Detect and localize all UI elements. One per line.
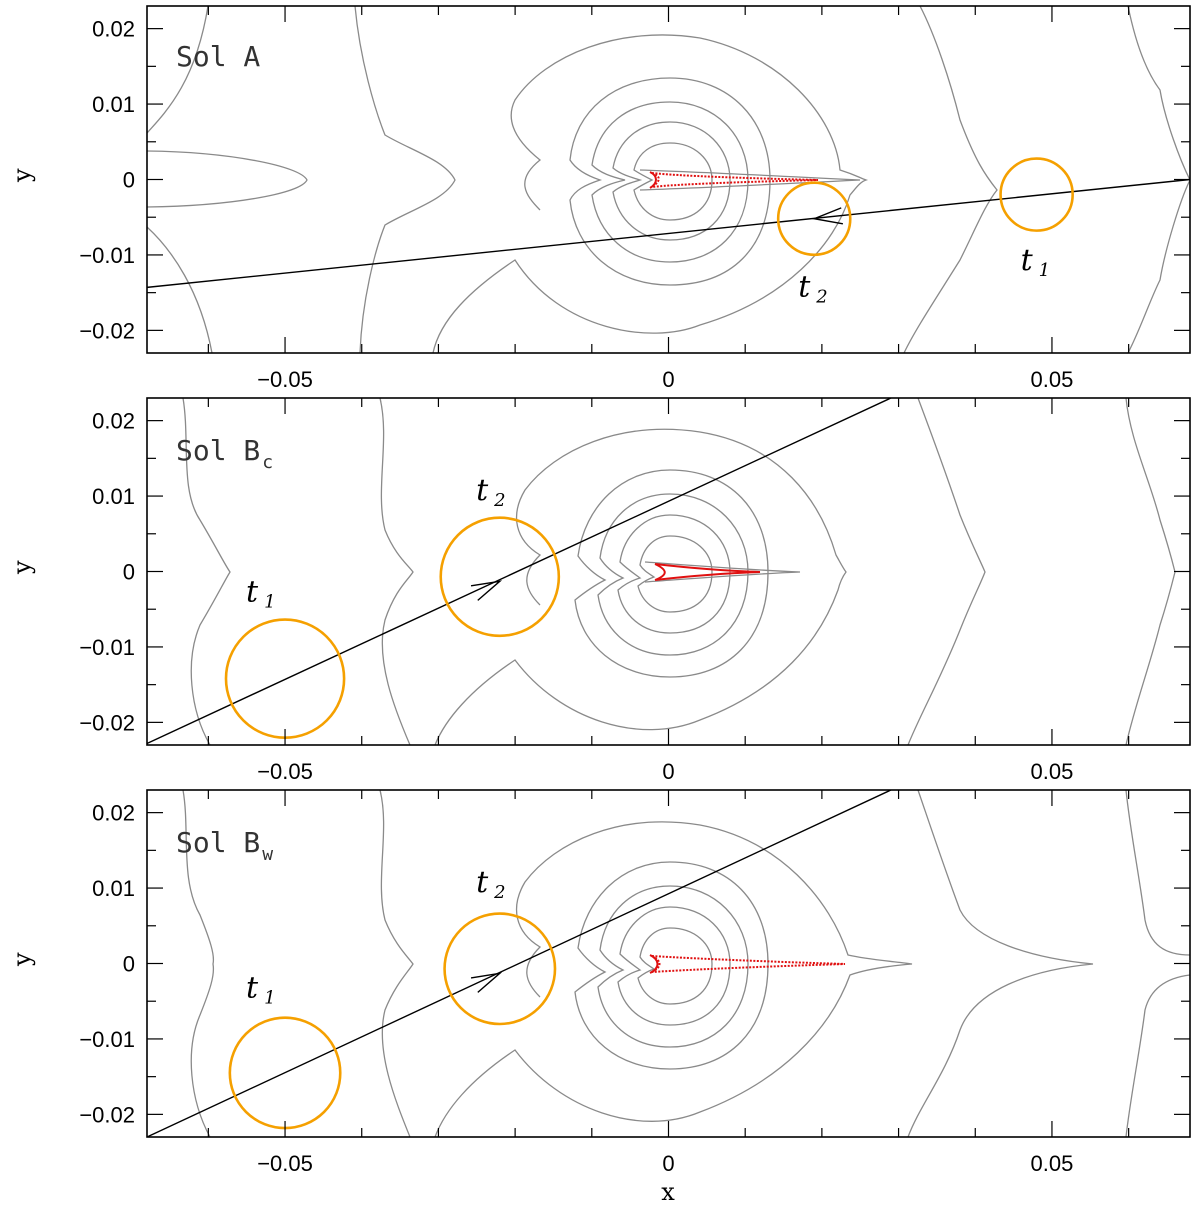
x-tick-label: 0 xyxy=(662,759,674,784)
ylabel-sol-bc: y xyxy=(8,560,36,575)
y-tick-label: 0 xyxy=(123,560,135,585)
contours-sol-bc xyxy=(182,398,1176,745)
caustic-sol-bc xyxy=(654,563,761,581)
x-tick-label: 0 xyxy=(662,367,674,392)
ticks-sol-bw: −0.02 −0.01 0 0.01 0.02 −0.05 0 0.05 xyxy=(79,790,1190,1176)
y-tick-label: −0.01 xyxy=(79,243,135,268)
x-tick-label: −0.05 xyxy=(257,759,313,784)
trajectory-sol-bc xyxy=(146,397,892,745)
trajectory-arrow-sol-bw xyxy=(470,972,503,993)
trajectory-sol-bw xyxy=(146,789,892,1138)
y-tick-label: 0.01 xyxy=(92,484,135,509)
ylabel-sol-a: y xyxy=(8,168,36,183)
x-tick-label: 0.05 xyxy=(1031,759,1074,784)
y-tick-label: 0 xyxy=(123,168,135,193)
ticks-sol-bc: −0.02 −0.01 0 0.01 0.02 −0.05 0 0.05 xyxy=(79,398,1190,784)
y-tick-label: 0.01 xyxy=(92,92,135,117)
y-tick-label: −0.02 xyxy=(79,318,135,343)
x-tick-label: 0 xyxy=(662,1151,674,1176)
y-tick-label: −0.01 xyxy=(79,635,135,660)
source-t2-sol-a xyxy=(776,181,852,257)
source-t1-sol-a xyxy=(999,157,1074,232)
y-tick-label: 0.02 xyxy=(92,409,135,434)
y-tick-label: 0.02 xyxy=(92,801,135,826)
y-tick-label: −0.02 xyxy=(79,1102,135,1127)
plot-frame-sol-bc xyxy=(146,397,1191,746)
y-tick-label: −0.02 xyxy=(79,710,135,735)
y-tick-label: 0.02 xyxy=(92,17,135,42)
plot-frame-sol-a xyxy=(146,5,1191,354)
x-tick-label: 0.05 xyxy=(1031,1151,1074,1176)
xlabel: x xyxy=(661,1178,675,1206)
trajectory-sol-a xyxy=(146,178,1191,289)
ylabel-sol-bw: y xyxy=(8,952,36,967)
x-tick-label: −0.05 xyxy=(257,1151,313,1176)
contours-sol-a xyxy=(147,6,1190,353)
x-tick-label: −0.05 xyxy=(257,367,313,392)
caustic-sol-bw xyxy=(651,955,846,973)
caustic-sol-a xyxy=(651,172,819,188)
trajectory-arrow-sol-bc xyxy=(470,580,503,601)
y-tick-label: 0.01 xyxy=(92,876,135,901)
x-tick-label: 0.05 xyxy=(1031,367,1074,392)
contours-sol-bw xyxy=(182,790,1190,1137)
panel-label-sol-a: Sol A xyxy=(176,40,260,73)
y-tick-label: −0.01 xyxy=(79,1027,135,1052)
source-t2-sol-bw xyxy=(443,912,557,1026)
plot-frame-sol-bw xyxy=(146,789,1191,1138)
y-tick-label: 0 xyxy=(123,952,135,977)
trajectory-arrow-sol-a xyxy=(811,207,844,225)
ticks-sol-a: −0.02 −0.01 0 0.01 0.02 −0.05 0 0.05 xyxy=(79,6,1190,392)
source-t2-sol-bc xyxy=(439,516,561,638)
